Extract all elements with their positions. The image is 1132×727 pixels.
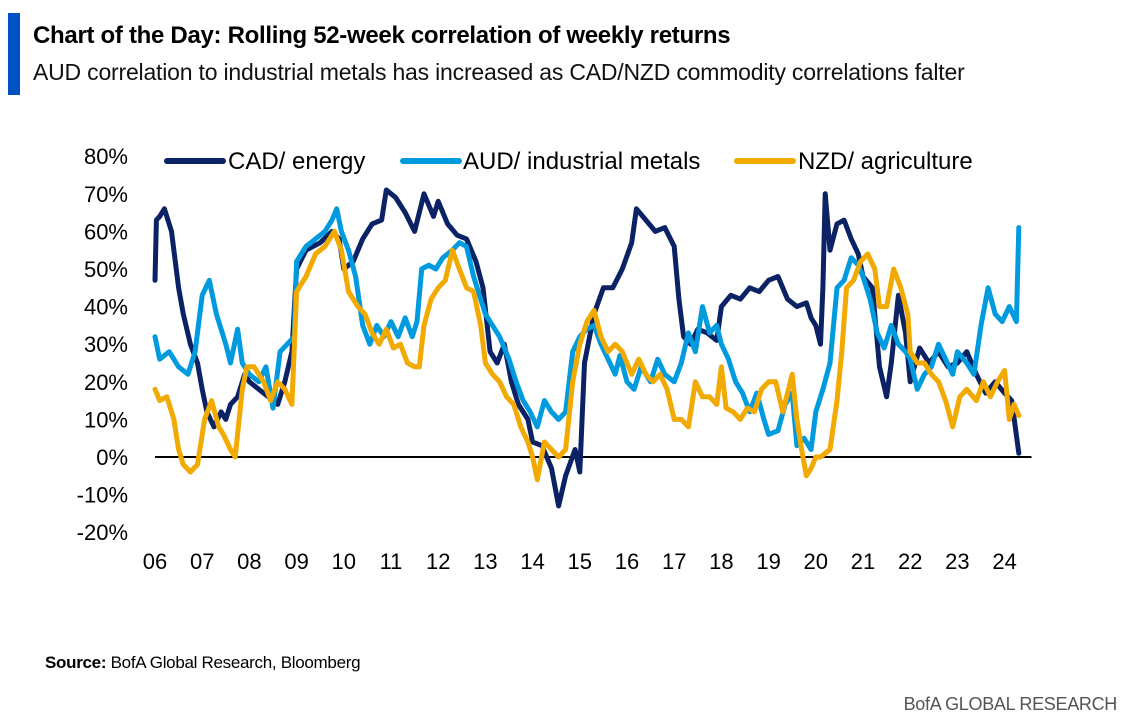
y-tick-label: 40% (84, 295, 128, 320)
legend-label: NZD/ agriculture (798, 148, 973, 175)
y-tick-label: 10% (84, 407, 128, 432)
y-tick-label: 60% (84, 219, 128, 244)
y-tick-label: 70% (84, 182, 128, 207)
y-tick-label: 20% (84, 370, 128, 395)
x-tick-label: 19 (756, 549, 780, 574)
x-tick-label: 12 (426, 549, 450, 574)
series-line-aud-industrial-metals (152, 206, 1022, 452)
x-tick-label: 08 (237, 549, 261, 574)
brand-footer: BofA GLOBAL RESEARCH (903, 694, 1118, 714)
x-tick-label: 10 (332, 549, 356, 574)
x-axis: 06 07 08 09 10 11 12 13 14 15 16 17 18 19 20 21 22 23 24 (143, 549, 1017, 574)
y-tick-label: 30% (84, 332, 128, 357)
source-label: Source: (45, 653, 107, 672)
x-tick-label: 07 (190, 549, 214, 574)
x-tick-label: 20 (804, 549, 828, 574)
y-tick-label: 80% (84, 144, 128, 169)
series-group (152, 187, 1022, 509)
series-line-nzd-agriculture (152, 228, 1022, 483)
source-text: BofA Global Research, Bloomberg (106, 653, 361, 672)
legend: CAD/ energy AUD/ industrial metals NZD/ ag… (164, 148, 973, 175)
x-tick-label: 15 (568, 549, 592, 574)
chart-title: Chart of the Day: Rolling 52-week correl… (33, 22, 731, 49)
x-tick-label: 13 (473, 549, 497, 574)
x-tick-label: 17 (662, 549, 686, 574)
title-accent-bar (8, 13, 20, 95)
line-chart: 80%70%60%50%40%30%20%10%0%-10%-20% 06 07 0… (77, 144, 1032, 574)
x-tick-label: 18 (709, 549, 733, 574)
y-tick-label: -10% (77, 483, 128, 508)
y-tick-label: 0% (96, 445, 128, 470)
x-tick-label: 06 (143, 549, 167, 574)
y-tick-label: 50% (84, 257, 128, 282)
chart-subtitle: AUD correlation to industrial metals has… (33, 59, 965, 85)
x-tick-label: 16 (615, 549, 639, 574)
legend-label: AUD/ industrial metals (463, 148, 700, 175)
x-tick-label: 22 (898, 549, 922, 574)
x-tick-label: 14 (520, 549, 544, 574)
legend-label: CAD/ energy (228, 148, 365, 175)
x-tick-label: 21 (851, 549, 875, 574)
x-tick-label: 09 (284, 549, 308, 574)
source-note: Source: BofA Global Research, Bloomberg (45, 653, 361, 673)
x-tick-label: 11 (380, 549, 403, 574)
y-axis: 80% 70% 60% 50% 40% 30% 20% 10% 0% -10% -20% (77, 144, 128, 545)
x-tick-label: 24 (992, 549, 1016, 574)
y-tick-label: -20% (77, 520, 128, 545)
x-tick-label: 23 (945, 549, 969, 574)
